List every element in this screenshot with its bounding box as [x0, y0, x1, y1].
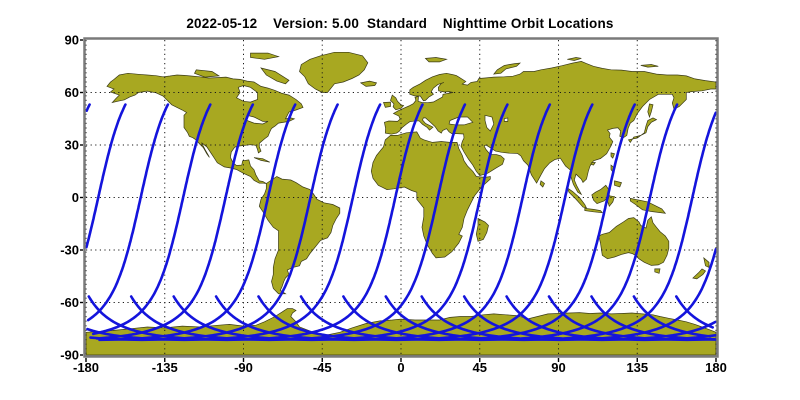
y-tick-label: 60 [65, 85, 79, 100]
continent-north-america [106, 72, 304, 184]
x-tick-label: 45 [473, 360, 487, 375]
y-tick-label: 30 [65, 138, 79, 153]
x-tick-label: -90 [234, 360, 253, 375]
x-tick-label: -135 [152, 360, 178, 375]
continent-nz-north [703, 256, 710, 269]
orbit-track-4 [547, 295, 716, 342]
y-tick-label: -60 [60, 295, 79, 310]
continent-australia [598, 216, 670, 266]
orbit-track-11 [214, 103, 552, 342]
continent-cuba [253, 157, 270, 163]
orbit-track-3 [91, 103, 212, 336]
continent-greenland [299, 51, 369, 93]
orbit-track-2 [462, 295, 717, 342]
lake-caspian-sea [484, 114, 495, 132]
x-tick-label: 90 [551, 360, 565, 375]
orbit-track-9 [129, 103, 467, 342]
continent-ellesmere [250, 52, 280, 60]
continent-new-siberian-is [640, 64, 659, 68]
orbit-track-8 [87, 103, 424, 342]
x-tick-label: 135 [626, 360, 648, 375]
continent-victoria-island [194, 69, 221, 78]
continent-iceland [359, 80, 378, 87]
plot-frame [83, 37, 719, 358]
continent-sumatra [566, 186, 588, 209]
orbit-track-6 [89, 103, 339, 342]
continent-baffin [260, 67, 290, 85]
lake-hudson-bay [235, 85, 258, 103]
land-layer [85, 51, 717, 356]
y-tick-label: 0 [72, 190, 79, 205]
orbit-track-7 [674, 295, 715, 329]
orbit-track-15 [384, 111, 717, 342]
x-tick-label: -180 [73, 360, 99, 375]
orbit-track-4 [95, 103, 255, 340]
orbit-track-1 [85, 103, 127, 249]
continent-novaya-zemlya [492, 62, 522, 75]
orbit-track-12 [257, 103, 594, 342]
orbit-track-1 [420, 248, 717, 342]
continent-nz-south [692, 268, 707, 280]
continent-ireland [383, 101, 391, 108]
continent-hainan [590, 162, 596, 166]
y-tick-label: 90 [65, 33, 79, 48]
x-tick-label: 0 [397, 360, 404, 375]
orbit-track-7 [86, 103, 382, 342]
y-tick-label: -30 [60, 243, 79, 258]
y-tick-label: -90 [60, 348, 79, 363]
continent-tasmania [654, 268, 661, 274]
orbit-track-10 [172, 103, 509, 342]
orbit-track-2 [86, 103, 170, 322]
continent-japan [627, 117, 658, 144]
continent-mindanao [614, 180, 622, 188]
continent-sakhalin [647, 103, 654, 119]
x-tick-label: 180 [705, 360, 727, 375]
x-tick-label: -45 [313, 360, 332, 375]
orbit-track-14 [342, 103, 679, 342]
orbit-track-13 [299, 103, 637, 342]
continent-south-america [258, 176, 341, 295]
chart-title: 2022-05-12 Version: 5.00 Standard Nightt… [186, 16, 614, 31]
continent-sri-lanka [539, 180, 545, 188]
continent-madagascar [475, 217, 489, 242]
orbit-track-5 [590, 295, 717, 341]
lake-great-lakes [246, 114, 269, 125]
lake-aral-sea [503, 117, 509, 122]
continent-eurasia [383, 61, 717, 196]
continent-svalbard [424, 57, 448, 63]
orbit-track-6 [632, 295, 712, 338]
continent-taiwan [610, 152, 615, 159]
continent-severnaya-zemlya [567, 57, 582, 61]
orbit-track-15 [85, 103, 91, 112]
continent-britain [390, 94, 405, 111]
axis-labels: -180 -135 -90 -45 0 45 90 135 180 90 60 30 0 -30 -60 -9… [60, 33, 727, 376]
orbit-tracks-layer [85, 103, 717, 342]
continent-java [584, 207, 604, 214]
